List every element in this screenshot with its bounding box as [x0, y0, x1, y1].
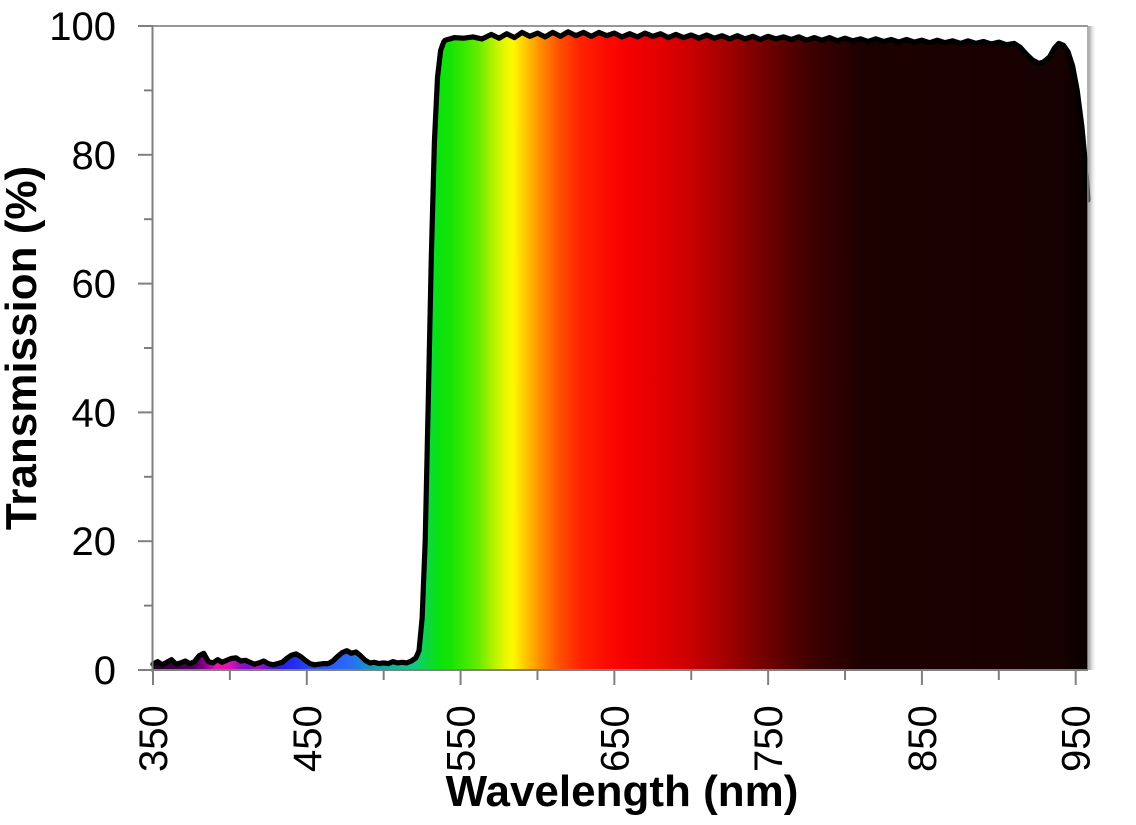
- y-axis-title: Transmission (%): [0, 166, 46, 530]
- y-tick-label: 80: [72, 134, 117, 178]
- plot-area: [150, 29, 1091, 671]
- plot-border: [139, 25, 1097, 670]
- x-tick-label: 750: [747, 705, 791, 772]
- y-tick-label: 60: [72, 263, 117, 307]
- x-tick-label: 650: [593, 705, 637, 772]
- x-tick-label: 550: [440, 705, 484, 772]
- y-tick-label: 100: [49, 5, 116, 49]
- x-tick-label: 350: [132, 705, 176, 772]
- x-axis-title: Wavelength (nm): [446, 767, 799, 816]
- spectrum-fill: [153, 31, 1088, 671]
- x-tick-label: 450: [286, 705, 330, 772]
- x-tick-label: 950: [1055, 705, 1099, 772]
- y-tick-label: 40: [72, 391, 117, 435]
- y-tick-label: 20: [72, 520, 117, 564]
- x-tick-label: 850: [901, 705, 945, 772]
- tick-labels: 0 20 40 60 80 100 350 450 550 650 750 850 950: [49, 5, 1098, 772]
- axes: [138, 25, 1088, 685]
- y-tick-label: 0: [94, 649, 116, 693]
- plot-edge-shadow: [1089, 26, 1097, 670]
- transmission-curve: [150, 29, 1091, 668]
